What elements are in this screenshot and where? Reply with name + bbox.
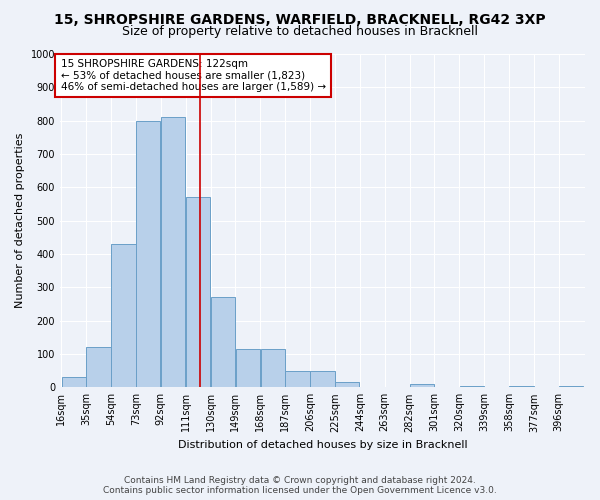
Bar [286, 370, 310, 388]
Bar [310, 370, 335, 388]
Bar [136, 120, 160, 388]
Bar [161, 118, 185, 388]
Text: 15, SHROPSHIRE GARDENS, WARFIELD, BRACKNELL, RG42 3XP: 15, SHROPSHIRE GARDENS, WARFIELD, BRACKN… [54, 12, 546, 26]
Text: Contains HM Land Registry data © Crown copyright and database right 2024.
Contai: Contains HM Land Registry data © Crown c… [103, 476, 497, 495]
Text: Size of property relative to detached houses in Bracknell: Size of property relative to detached ho… [122, 25, 478, 38]
Bar [211, 298, 235, 388]
Bar [86, 348, 110, 388]
Bar [460, 386, 484, 388]
Bar [559, 386, 583, 388]
Text: 15 SHROPSHIRE GARDENS: 122sqm
← 53% of detached houses are smaller (1,823)
46% o: 15 SHROPSHIRE GARDENS: 122sqm ← 53% of d… [61, 59, 326, 92]
Y-axis label: Number of detached properties: Number of detached properties [15, 133, 25, 308]
Bar [236, 349, 260, 388]
Bar [260, 349, 285, 388]
Bar [112, 244, 136, 388]
X-axis label: Distribution of detached houses by size in Bracknell: Distribution of detached houses by size … [178, 440, 467, 450]
Bar [62, 378, 86, 388]
Bar [335, 382, 359, 388]
Bar [410, 384, 434, 388]
Bar [509, 386, 533, 388]
Bar [186, 198, 210, 388]
